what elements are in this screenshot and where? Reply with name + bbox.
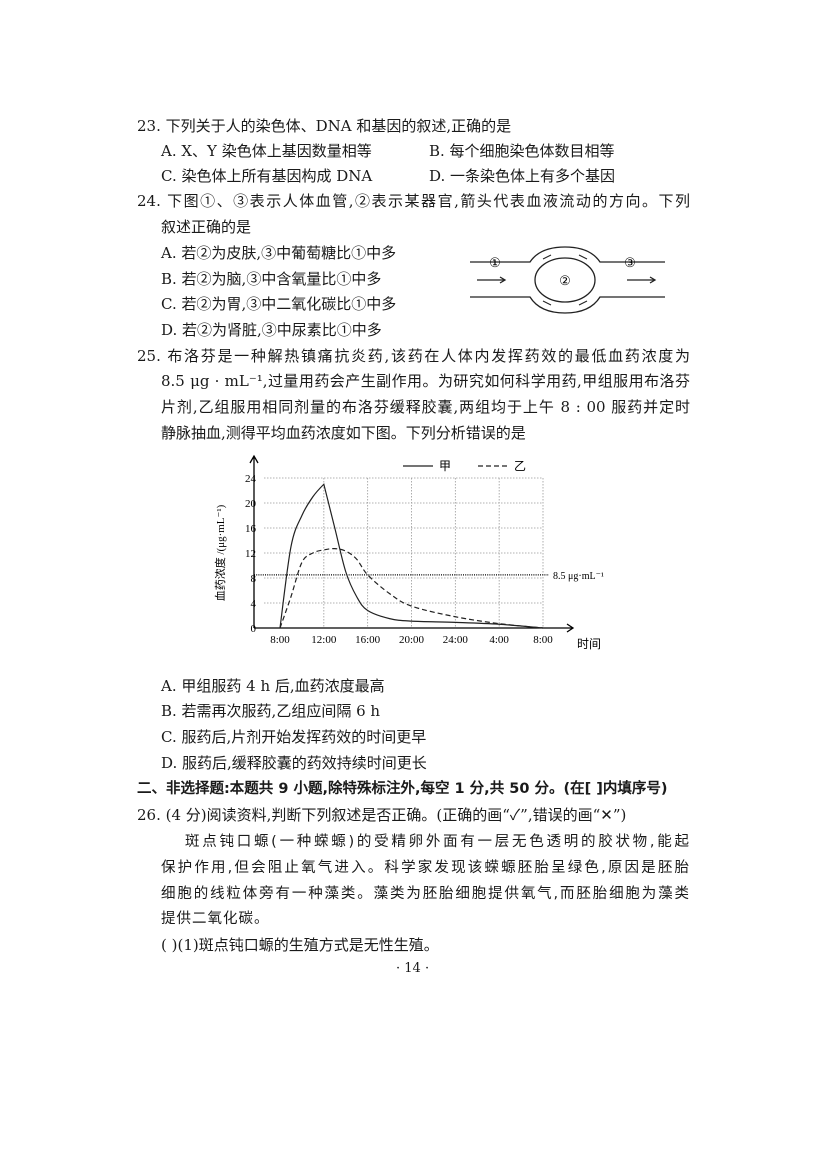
q25-stem-line4: 静脉抽血,测得平均血药浓度如下图。下列分析错误的是 (161, 424, 526, 442)
blood-vessel-diagram: ① ② ③ (470, 246, 665, 314)
q23-option-b: B. 每个细胞染色体数目相等 (429, 142, 615, 160)
q24-option-b: B. 若②为脑,③中含氧量比①中多 (161, 270, 382, 288)
q26-passage-line1: 斑点钝口螈(一种蝾螈)的受精卵外面有一层无色透明的胶状物,能起 (185, 834, 690, 850)
x-axis-label: 时间 (577, 637, 601, 651)
y-axis (249, 454, 259, 628)
y-tick-label: 24 (245, 473, 257, 485)
q25-option-c: C. 服药后,片剂开始发挥药效的时间更早 (161, 728, 427, 746)
y-tick-label: 16 (245, 523, 257, 535)
q24-option-a: A. 若②为皮肤,③中葡萄糖比①中多 (161, 244, 397, 262)
series-line-yi (279, 547, 544, 629)
legend-label: 甲 (439, 459, 451, 473)
q25-stem-line2: 8.5 μg · mL⁻¹,过量用药会产生副作用。为研究如何科学用药,甲组服用布… (161, 372, 690, 390)
x-axis (254, 623, 575, 633)
y-tick-label: 0 (251, 623, 257, 635)
page-number: · 14 · (396, 961, 430, 976)
q24-option-d: D. 若②为肾脏,③中尿素比①中多 (161, 321, 382, 339)
q25-stem-line3: 片剂,乙组服用相同剂量的布洛芬缓释胶囊,两组均于上午 8 : 00 服药并定时 (161, 398, 690, 416)
threshold-label: 8.5 μg·mL⁻¹ (553, 571, 604, 582)
q24-stem-line1: 24. 下图①、③表示人体血管,②表示某器官,箭头代表血液流动的方向。下列 (137, 192, 690, 210)
q26-passage-line4: 提供二氧化碳。 (161, 911, 270, 927)
q25-option-a: A. 甲组服药 4 h 后,血药浓度最高 (161, 677, 385, 695)
x-tick-label: 24:00 (443, 634, 469, 646)
q26-passage-line2: 保护作用,但会阻止氧气进入。科学家发现该蝾螈胚胎呈绿色,原因是胚胎 (161, 860, 690, 876)
q24-stem-line2: 叙述正确的是 (161, 218, 252, 236)
y-tick-label: 20 (245, 498, 257, 510)
q25-stem-line1: 25. 布洛芬是一种解热镇痛抗炎药,该药在人体内发挥药效的最低血药浓度为 (137, 347, 690, 365)
section-2-heading: 二、非选择题:本题共 9 小题,除特殊标注外,每空 1 分,共 50 分。(在[… (137, 781, 668, 797)
series-line-jia (279, 483, 544, 629)
x-tick-label: 20:00 (399, 634, 425, 646)
q26-stem: 26. (4 分)阅读资料,判断下列叙述是否正确。(正确的画“✓”,错误的画“✕… (137, 806, 627, 824)
q26-passage-line3: 细胞的线粒体旁有一种藻类。藻类为胚胎细胞提供氧气,而胚胎细胞为藻类 (161, 886, 690, 902)
q26-item-1: ( )(1)斑点钝口螈的生殖方式是无性生殖。 (161, 936, 439, 954)
vessel-label-1: ① (489, 255, 501, 270)
q25-option-d: D. 服药后,缓释胶囊的药效持续时间更长 (161, 754, 427, 772)
q23-option-d: D. 一条染色体上有多个基因 (429, 167, 616, 185)
x-tick-label: 12:00 (311, 634, 337, 646)
x-tick-label: 4:00 (489, 634, 509, 646)
q23-stem: 23. 下列关于人的染色体、DNA 和基因的叙述,正确的是 (137, 117, 512, 135)
x-tick-label: 8:00 (533, 634, 553, 646)
organ-label-2: ② (559, 273, 571, 288)
q24-option-c: C. 若②为胃,③中二氧化碳比①中多 (161, 295, 397, 313)
y-tick-label: 12 (245, 548, 256, 560)
q23-option-c: C. 染色体上所有基因构成 DNA (161, 167, 373, 185)
vessel-label-3: ③ (624, 255, 636, 270)
y-axis-label: 血药浓度 /(μg·mL⁻¹) (213, 504, 227, 601)
x-tick-label: 16:00 (355, 634, 381, 646)
x-tick-label: 8:00 (270, 634, 290, 646)
legend-label: 乙 (514, 459, 526, 473)
q25-option-b: B. 若需再次服药,乙组应间隔 6 h (161, 702, 381, 720)
q23-option-a: A. X、Y 染色体上基因数量相等 (161, 142, 372, 160)
